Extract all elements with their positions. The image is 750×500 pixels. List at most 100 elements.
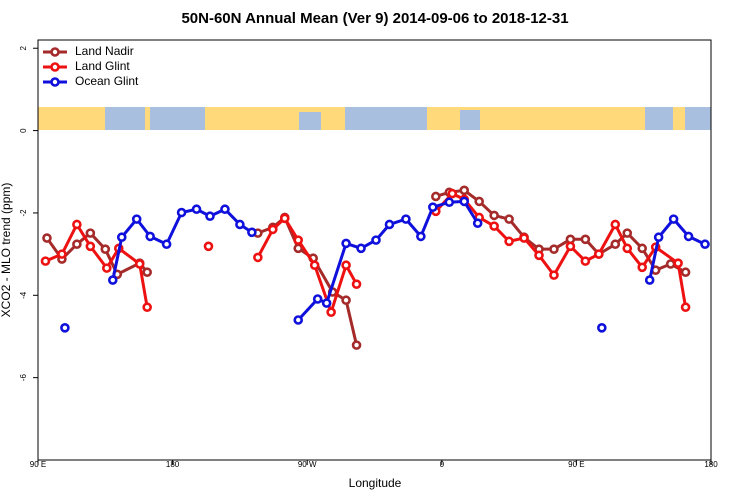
series-marker <box>459 185 470 196</box>
series-marker <box>680 302 691 313</box>
y-tick-label: -4 <box>19 291 28 299</box>
series-marker <box>351 279 362 289</box>
series-marker <box>351 340 362 350</box>
series-marker <box>72 219 82 230</box>
series-marker <box>637 243 648 254</box>
series-marker <box>428 202 438 212</box>
series-marker <box>326 307 336 317</box>
map-sea <box>345 107 427 130</box>
series-marker <box>247 227 257 238</box>
series-marker <box>489 221 499 231</box>
series-marker <box>321 298 332 308</box>
series-marker <box>40 256 51 266</box>
series-marker <box>235 219 245 230</box>
series-marker <box>161 239 172 250</box>
series-marker <box>519 233 529 243</box>
series-marker <box>42 233 52 243</box>
series-marker <box>622 243 633 254</box>
x-axis-label: Longitude <box>349 476 402 490</box>
series <box>60 196 710 333</box>
series-marker <box>673 258 683 268</box>
map-sea <box>150 107 205 130</box>
x-tick-label: 90 W <box>298 460 317 469</box>
series-marker <box>504 214 514 224</box>
series-marker <box>101 263 112 273</box>
series-marker <box>700 239 710 250</box>
series-marker <box>341 260 351 271</box>
legend-label: Land Nadir <box>75 44 134 58</box>
chart-title: 50N-60N Annual Mean (Ver 9) 2014-09-06 t… <box>181 10 568 27</box>
series-marker <box>72 239 82 250</box>
series-marker <box>665 259 676 269</box>
series-marker <box>534 250 544 261</box>
series-marker <box>293 235 304 245</box>
y-tick-label: 2 <box>19 45 28 50</box>
series-marker <box>504 236 514 247</box>
map-sea <box>460 110 480 130</box>
series-marker <box>597 323 607 333</box>
series-marker <box>205 211 215 222</box>
x-tick-label: 90 E <box>30 460 46 469</box>
series-marker <box>683 231 694 242</box>
series-marker <box>191 204 202 215</box>
series-marker <box>401 214 411 224</box>
series-marker <box>622 228 633 238</box>
series-marker <box>489 210 499 221</box>
series-marker <box>253 252 263 263</box>
series-marker <box>447 188 458 199</box>
series-marker <box>57 249 67 259</box>
series-marker <box>356 243 366 254</box>
series-marker <box>341 295 351 306</box>
series-marker <box>610 239 621 250</box>
series-marker <box>142 267 152 278</box>
legend-label: Land Glint <box>75 59 130 73</box>
series-marker <box>203 241 214 252</box>
series-marker <box>85 228 96 238</box>
series-marker <box>176 207 187 218</box>
x-tick-label: 0 <box>440 460 445 469</box>
legend-marker <box>50 62 60 72</box>
series-marker <box>85 241 96 252</box>
series-marker <box>116 232 127 243</box>
series-marker <box>653 232 664 243</box>
series-marker <box>309 260 320 271</box>
map-sea <box>685 107 711 130</box>
series-marker <box>431 191 441 202</box>
legend-marker <box>50 77 60 87</box>
series-marker <box>279 213 290 224</box>
series-marker <box>268 224 278 235</box>
series-marker <box>312 294 323 304</box>
y-axis-label: XCO2 - MLO trend (ppm) <box>0 183 13 318</box>
plot-frame <box>37 39 712 461</box>
series-marker <box>145 231 155 242</box>
map-sea <box>299 112 321 130</box>
series-marker <box>220 204 230 215</box>
y-tick-label: 0 <box>19 128 28 133</box>
map-band <box>38 107 711 130</box>
map-sea <box>645 107 673 130</box>
series-marker <box>131 214 142 224</box>
x-tick-label: 180 <box>166 460 180 469</box>
series-marker <box>549 244 559 254</box>
series-marker <box>594 249 604 259</box>
series-marker <box>580 256 591 266</box>
series-marker <box>384 219 395 230</box>
series-marker <box>444 197 455 208</box>
series-marker <box>341 238 351 249</box>
series-marker <box>459 196 470 207</box>
series-marker <box>474 196 484 207</box>
series-marker <box>668 214 679 224</box>
map-sea <box>105 107 145 130</box>
series-marker <box>134 259 145 269</box>
series-marker <box>416 231 426 242</box>
series-marker <box>371 235 381 245</box>
y-tick-label: -2 <box>19 209 28 217</box>
series-marker <box>107 275 118 285</box>
series-marker <box>100 244 111 254</box>
series-marker <box>472 218 483 229</box>
x-tick-label: 90 E <box>568 460 584 469</box>
legend-label: Ocean Glint <box>75 74 139 88</box>
series-marker <box>293 315 304 325</box>
